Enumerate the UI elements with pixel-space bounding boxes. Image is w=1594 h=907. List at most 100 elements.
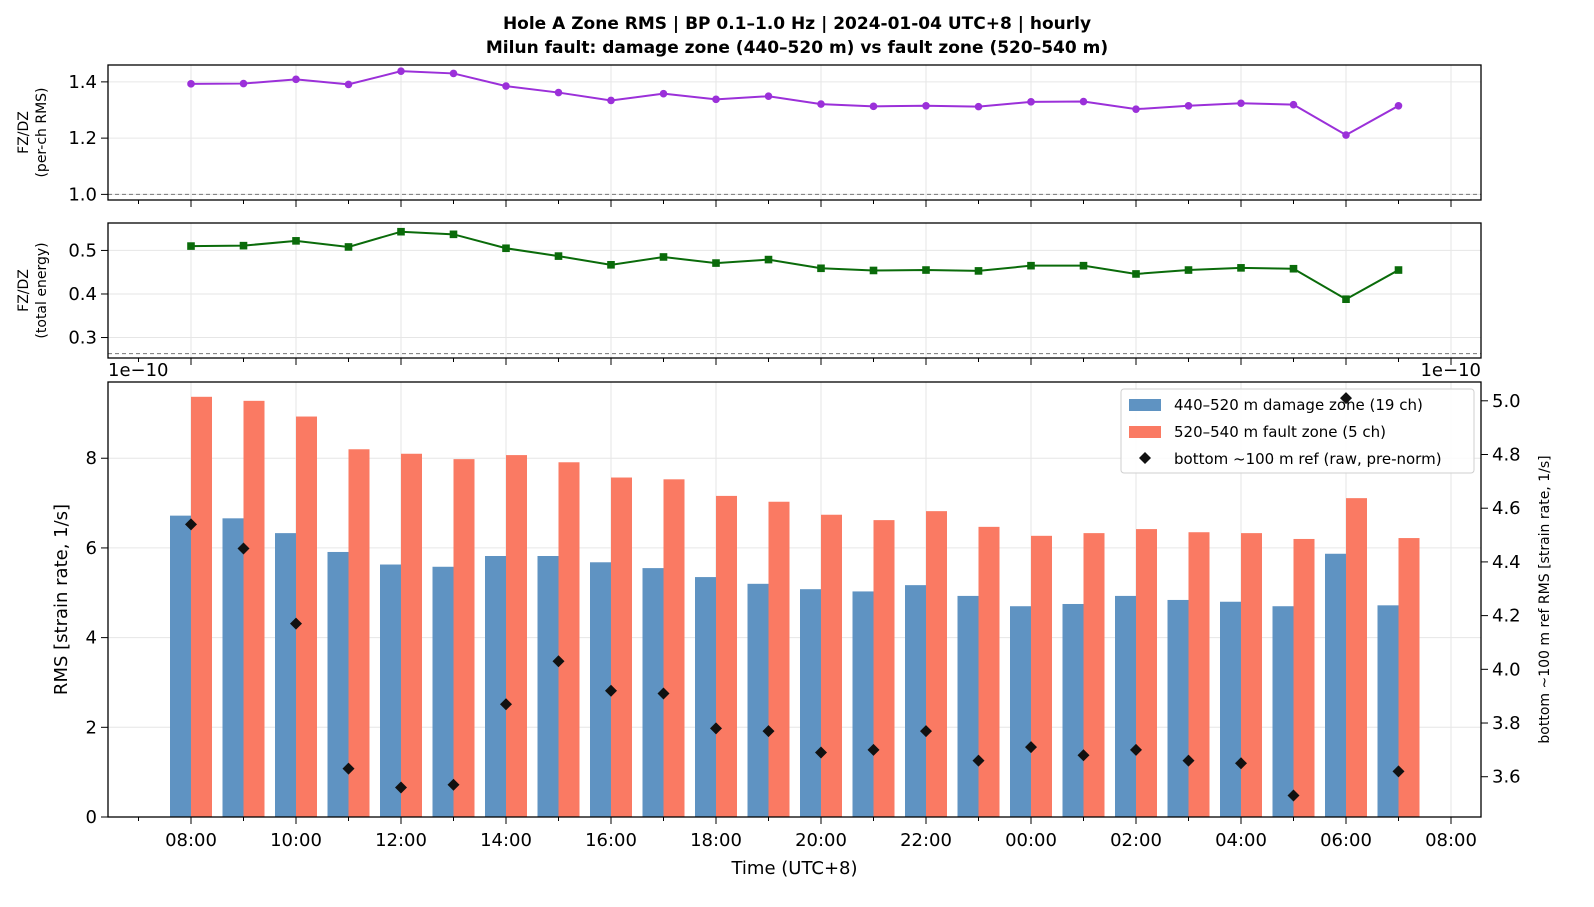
x-tick-label: 04:00 xyxy=(1215,830,1267,851)
x-tick-label: 12:00 xyxy=(375,830,427,851)
reference-marker xyxy=(867,743,880,756)
legend-box xyxy=(1120,388,1475,474)
data-point xyxy=(344,243,353,251)
data-point xyxy=(1237,99,1245,108)
x-tick-label: 22:00 xyxy=(900,830,952,851)
reference-marker xyxy=(237,542,250,555)
reference-marker xyxy=(972,754,985,767)
x-tick-label: 16:00 xyxy=(585,830,637,851)
zone-rms-panel: 0 2 4 6 8 440–520 m damage zone (19 ch) 520–54… xyxy=(51,360,1553,879)
data-point xyxy=(817,264,825,273)
right-y-tick-label: 4.0 xyxy=(1492,659,1521,680)
plot-frame xyxy=(107,381,1482,818)
damage-zone-bar xyxy=(170,515,191,817)
ratio-line xyxy=(190,70,1399,137)
damage-zone-bar xyxy=(957,595,979,817)
data-point xyxy=(1079,261,1088,270)
data-point xyxy=(764,255,773,264)
fault-zone-bar xyxy=(768,501,790,817)
damage-zone-bar xyxy=(800,589,821,817)
x-tick-label: 06:00 xyxy=(1320,830,1372,851)
right-y-tick-label: 3.8 xyxy=(1492,713,1521,734)
fault-zone-bar xyxy=(453,459,475,817)
damage-zone-bar xyxy=(1377,605,1399,817)
reference-marker xyxy=(185,518,197,531)
data-point xyxy=(1394,266,1403,274)
fault-zone-bar xyxy=(716,495,737,817)
damage-zone-bar xyxy=(327,551,349,817)
fault-zone-bar xyxy=(296,416,317,817)
legend-label-reference: bottom ~100 m ref (raw, pre-norm) xyxy=(1174,450,1442,468)
reference-marker xyxy=(342,762,355,775)
data-point xyxy=(502,244,510,253)
reference-marker xyxy=(1392,765,1405,778)
y-tick-label: 0.5 xyxy=(68,240,97,261)
right-y-tick-label: 4.8 xyxy=(1492,445,1521,466)
right-y-tick-label: 5.0 xyxy=(1492,391,1521,412)
legend-label-damage-zone: 440–520 m damage zone (19 ch) xyxy=(1174,396,1423,414)
fault-zone-bar xyxy=(978,526,1000,817)
damage-zone-bar xyxy=(1325,553,1346,817)
fault-zone-bar xyxy=(1398,538,1420,817)
data-point xyxy=(397,67,405,75)
fault-zone-bar xyxy=(558,462,580,817)
y-tick-label: 1.2 xyxy=(68,128,97,149)
data-point xyxy=(659,253,668,261)
reference-marker xyxy=(657,687,670,700)
reference-marker xyxy=(395,781,407,794)
fault-zone-bar xyxy=(873,520,895,817)
data-point xyxy=(554,88,563,97)
fault-zone-bar xyxy=(611,477,632,817)
y-tick-label: 1.0 xyxy=(68,184,97,205)
data-point xyxy=(1394,101,1403,110)
data-point xyxy=(449,69,458,78)
x-tick-label: 00:00 xyxy=(1005,830,1057,851)
y-tick-label: 0 xyxy=(86,807,97,828)
data-point xyxy=(922,266,930,274)
damage-zone-bar xyxy=(1010,606,1031,817)
data-point xyxy=(1289,100,1298,109)
data-point xyxy=(449,230,458,239)
reference-marker xyxy=(500,698,512,711)
fault-zone-bar xyxy=(821,514,842,817)
plot-frame xyxy=(107,64,1482,201)
reference-marker xyxy=(1130,743,1142,756)
x-tick-label: 18:00 xyxy=(690,830,742,851)
data-point xyxy=(817,100,825,108)
x-tick-label: 08:00 xyxy=(1425,830,1477,851)
damage-zone-bar xyxy=(590,562,611,817)
data-point xyxy=(712,95,720,104)
data-point xyxy=(344,80,353,89)
fault-zone-bar xyxy=(506,455,527,817)
reference-marker xyxy=(1235,757,1247,770)
figure-title-line2: Milun fault: damage zone (440–520 m) vs … xyxy=(486,38,1108,58)
fault-zone-bar xyxy=(1031,535,1052,817)
damage-zone-bar xyxy=(852,591,874,817)
fault-zone-bar xyxy=(191,396,212,817)
fault-zone-bar xyxy=(1188,532,1210,817)
fault-zone-bar xyxy=(348,449,370,817)
data-point xyxy=(1289,264,1298,273)
legend-swatch-damage-zone xyxy=(1129,399,1161,411)
data-point xyxy=(869,266,878,275)
x-tick-label: 14:00 xyxy=(480,830,532,851)
data-point xyxy=(239,241,248,250)
fault-zone-bar xyxy=(663,479,685,817)
reference-marker xyxy=(447,778,460,791)
data-point xyxy=(292,237,300,245)
y-axis-label: (total energy) xyxy=(34,242,50,338)
x-axis-label: Time (UTC+8) xyxy=(730,858,857,879)
reference-marker xyxy=(815,746,827,759)
left-scale-offset-label: 1e−10 xyxy=(108,360,169,381)
data-point xyxy=(239,79,248,88)
reference-marker xyxy=(762,725,775,738)
right-y-tick-label: 3.6 xyxy=(1492,767,1521,788)
data-point xyxy=(764,92,773,101)
data-point xyxy=(397,227,405,236)
y-tick-label: 8 xyxy=(86,448,97,469)
data-point xyxy=(1237,264,1245,272)
data-point xyxy=(1184,101,1193,110)
data-point xyxy=(554,252,563,260)
right-scale-offset-label: 1e−10 xyxy=(1420,360,1481,381)
